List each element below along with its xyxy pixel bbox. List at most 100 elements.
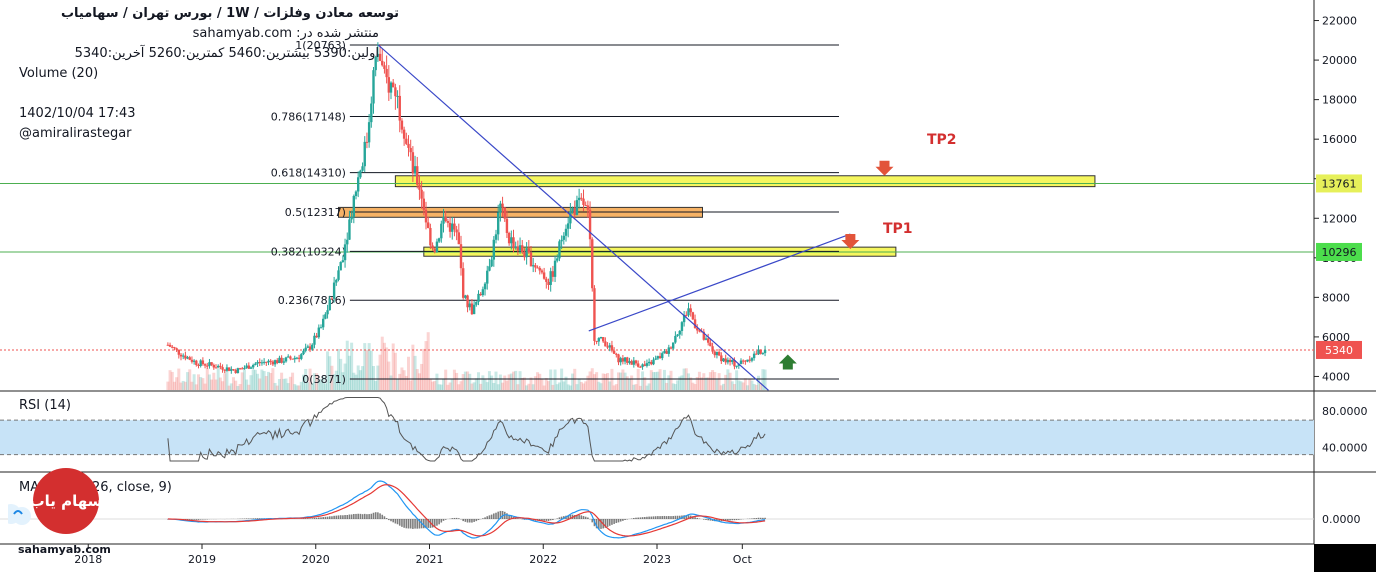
volume-bar bbox=[420, 363, 424, 390]
candle bbox=[311, 344, 314, 350]
volume-bar bbox=[568, 385, 572, 390]
macd-histogram-bar bbox=[451, 518, 454, 519]
volume-bar bbox=[315, 373, 319, 390]
candle bbox=[227, 367, 231, 371]
price-pane[interactable] bbox=[0, 0, 1314, 390]
candle bbox=[203, 364, 207, 366]
candle bbox=[744, 360, 747, 362]
candle bbox=[416, 166, 419, 185]
candle bbox=[221, 367, 224, 370]
volume-bar bbox=[466, 371, 470, 390]
volume-bar bbox=[748, 379, 752, 390]
macd-histogram-bar bbox=[716, 519, 718, 522]
macd-histogram-bar bbox=[490, 514, 493, 519]
volume-bar bbox=[522, 377, 526, 390]
trendline[interactable] bbox=[377, 44, 769, 391]
macd-histogram-bar bbox=[707, 519, 709, 521]
volume-bar bbox=[326, 351, 330, 390]
macd-histogram-bar bbox=[346, 515, 349, 519]
macd-histogram-bar bbox=[331, 516, 333, 519]
volume-bar bbox=[481, 375, 485, 390]
macd-histogram-bar bbox=[576, 514, 578, 519]
volume-bar bbox=[339, 358, 343, 390]
macd-histogram-bar bbox=[668, 516, 670, 519]
fib-label: 0.382(10324) bbox=[271, 245, 346, 258]
x-tick-label: 2022 bbox=[529, 553, 557, 566]
price-zone[interactable] bbox=[394, 175, 1096, 188]
fib-label: 0.5(12317) bbox=[285, 206, 346, 219]
macd-histogram-bar bbox=[659, 516, 661, 519]
candle bbox=[313, 335, 316, 345]
candle bbox=[376, 53, 380, 57]
volume-bar bbox=[439, 384, 443, 390]
macd-histogram-bar bbox=[385, 518, 388, 519]
candle bbox=[685, 314, 688, 316]
volume-bar bbox=[275, 385, 279, 390]
volume-bar bbox=[492, 382, 496, 390]
candle bbox=[210, 362, 213, 365]
tp2-label: TP2 bbox=[927, 132, 957, 148]
macd-histogram-bar bbox=[560, 516, 563, 519]
volume-bar bbox=[612, 385, 616, 390]
macd-histogram-bar bbox=[320, 517, 322, 519]
candle bbox=[348, 219, 351, 240]
candle bbox=[173, 347, 176, 349]
candle bbox=[468, 303, 471, 308]
volume-bar bbox=[218, 377, 222, 390]
volume-bar bbox=[288, 376, 292, 390]
volume-bar bbox=[409, 380, 413, 390]
candle bbox=[645, 363, 649, 366]
candle bbox=[547, 281, 550, 285]
macd-histogram-bar bbox=[488, 515, 491, 519]
timestamp: 1402/10/04 17:43 bbox=[19, 106, 136, 121]
candle bbox=[486, 270, 489, 284]
candle bbox=[459, 244, 463, 269]
candle bbox=[731, 359, 734, 363]
volume-bar bbox=[597, 381, 601, 390]
macd-histogram-bar bbox=[193, 519, 195, 520]
candle bbox=[601, 337, 605, 342]
candle bbox=[409, 147, 412, 153]
trendline[interactable] bbox=[588, 233, 851, 332]
volume-bar bbox=[623, 372, 627, 390]
macd-histogram-bar bbox=[678, 515, 681, 519]
volume-bar bbox=[310, 383, 314, 390]
candle bbox=[262, 361, 266, 363]
candle bbox=[304, 347, 307, 351]
candle bbox=[595, 340, 598, 342]
candle bbox=[722, 358, 725, 362]
candle bbox=[564, 228, 568, 236]
macd-histogram-bar bbox=[475, 519, 478, 522]
macd-histogram-bar bbox=[687, 515, 690, 519]
candle bbox=[639, 366, 642, 368]
fib-label: 0.618(14310) bbox=[271, 167, 346, 180]
symbol-title: توسعه معادن وفلزات / 1W / بورس تهران / س… bbox=[60, 6, 399, 21]
volume-bar bbox=[396, 378, 400, 390]
candle bbox=[531, 265, 535, 267]
candle bbox=[433, 248, 436, 253]
volume-bar bbox=[549, 369, 553, 390]
macd-histogram-bar bbox=[608, 519, 611, 526]
macd-histogram-bar bbox=[635, 517, 637, 519]
volume-bar bbox=[170, 371, 174, 390]
macd-histogram-bar bbox=[648, 516, 650, 519]
candle bbox=[440, 223, 443, 239]
macd-histogram-bar bbox=[315, 517, 318, 519]
volume-bar bbox=[750, 380, 754, 390]
macd-histogram-bar bbox=[307, 518, 309, 519]
candle bbox=[429, 227, 432, 246]
macd-histogram-bar bbox=[318, 517, 320, 519]
volume-bar bbox=[719, 385, 723, 390]
y-tick-label: 22000 bbox=[1322, 15, 1357, 28]
macd-histogram-bar bbox=[584, 516, 587, 519]
candle bbox=[352, 196, 356, 217]
volume-bar bbox=[695, 377, 699, 390]
macd-histogram-bar bbox=[624, 519, 626, 520]
candle bbox=[361, 166, 364, 171]
macd-histogram-bar bbox=[718, 519, 720, 522]
volume-bar bbox=[269, 373, 273, 390]
volume-bar bbox=[175, 377, 179, 390]
macd-histogram-bar bbox=[762, 517, 764, 519]
candle bbox=[293, 357, 296, 360]
